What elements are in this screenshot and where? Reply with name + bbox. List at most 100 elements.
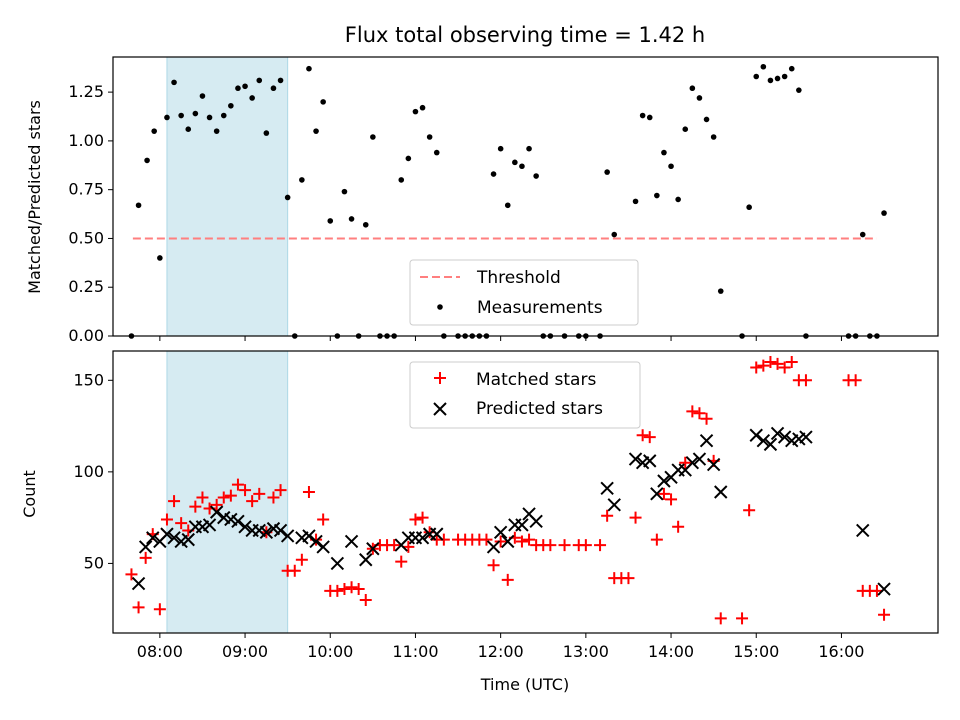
measurement-point xyxy=(192,110,199,117)
measurement-point xyxy=(639,112,646,119)
x-tick-label: 14:00 xyxy=(648,642,694,661)
top-legend: Threshold Measurements xyxy=(409,259,639,326)
matched-point xyxy=(295,553,308,566)
matched-point xyxy=(743,504,756,517)
bottom-shaded-region xyxy=(166,351,288,633)
measurement-point xyxy=(753,73,760,80)
predicted-point xyxy=(877,582,891,596)
matched-point xyxy=(665,493,678,506)
predicted-point xyxy=(344,534,359,549)
matched-point xyxy=(487,559,500,572)
predicted-legend-marker xyxy=(433,402,447,416)
matched-point xyxy=(288,564,301,577)
matched-point xyxy=(480,533,493,546)
matched-point xyxy=(643,431,656,444)
matched-point xyxy=(771,357,784,370)
matched-point xyxy=(686,405,699,418)
measurement-point xyxy=(682,126,689,132)
bottom-legend-box xyxy=(409,361,641,429)
predicted-point xyxy=(685,455,700,470)
threshold-legend-label: Threshold xyxy=(476,268,561,288)
predicted-point xyxy=(650,487,664,501)
measurement-point xyxy=(327,218,334,224)
predicted-point xyxy=(366,542,380,556)
predicted-point xyxy=(486,540,501,554)
predicted-point xyxy=(770,426,785,441)
top-legend-box xyxy=(409,259,639,326)
predicted-point xyxy=(515,518,529,532)
matched-point xyxy=(246,495,259,508)
measurement-point xyxy=(717,288,724,294)
matched-point xyxy=(331,584,344,597)
measurement-point xyxy=(675,196,681,203)
matched-point xyxy=(388,539,401,552)
predicted-point xyxy=(777,430,792,444)
x-tick-label: 08:00 xyxy=(137,642,183,661)
measurement-point xyxy=(256,77,263,84)
measurement-point xyxy=(661,149,667,156)
measurements-legend-marker xyxy=(437,304,443,310)
matched-point xyxy=(494,535,507,548)
matched-point xyxy=(778,361,791,374)
measurement-point xyxy=(533,173,539,179)
predicted-point xyxy=(714,485,728,499)
measurement-point xyxy=(519,163,525,170)
measurement-point xyxy=(299,177,305,183)
predicted-point xyxy=(600,481,614,496)
top-axes-frame xyxy=(112,56,939,337)
x-axis-label: Time (UTC) xyxy=(480,675,569,694)
matched-point xyxy=(501,573,514,586)
measurement-point xyxy=(512,159,518,166)
bottom-y-tick-label: 100 xyxy=(73,462,104,481)
measurement-point xyxy=(228,102,234,109)
measurement-point xyxy=(151,128,157,134)
predicted-point xyxy=(799,430,813,444)
measurement-point xyxy=(497,145,504,152)
measurement-point xyxy=(490,171,497,177)
measurement-point xyxy=(249,95,255,101)
measurement-point xyxy=(263,130,270,136)
matched-point xyxy=(785,355,798,368)
top-y-tick-label: 0.50 xyxy=(68,228,104,247)
x-tick-label: 10:00 xyxy=(307,642,353,661)
matched-point xyxy=(629,511,642,524)
x-tick-label: 15:00 xyxy=(733,642,779,661)
matched-point xyxy=(395,555,408,568)
matched-point xyxy=(168,495,181,508)
predicted-point xyxy=(706,457,721,472)
matched-point xyxy=(416,511,429,524)
matched-point xyxy=(338,583,351,596)
measurement-point xyxy=(412,108,419,115)
matched-point xyxy=(210,498,223,511)
matched-point xyxy=(153,603,166,616)
predicted-point xyxy=(146,531,160,545)
matched-point xyxy=(523,533,536,546)
x-tick-label: 09:00 xyxy=(222,642,268,661)
matched-point xyxy=(160,513,173,526)
matched-point xyxy=(317,513,330,526)
x-tick-label: 12:00 xyxy=(478,642,524,661)
predicted-point xyxy=(763,437,778,452)
measurement-point xyxy=(668,163,674,170)
matched-point xyxy=(267,491,280,504)
matched-point xyxy=(579,539,592,552)
measurement-point xyxy=(881,210,887,216)
predicted-point xyxy=(756,434,771,448)
predicted-point xyxy=(138,540,153,554)
measurement-point xyxy=(796,87,802,93)
measurement-point xyxy=(277,77,284,84)
predicted-point xyxy=(330,556,345,571)
measurement-point xyxy=(689,85,696,92)
measurement-point xyxy=(703,116,710,123)
predicted-point xyxy=(160,527,174,541)
measurement-point xyxy=(235,85,241,92)
matched-point xyxy=(125,568,138,581)
top-panel: 0.00 0.25 0.50 0.75 1.00 1.25 xyxy=(68,56,939,345)
matched-point xyxy=(224,489,237,502)
measurement-point xyxy=(206,114,213,121)
predicted-point xyxy=(415,531,430,545)
predicted-point xyxy=(529,514,543,529)
measurement-point xyxy=(144,157,150,164)
predicted-point xyxy=(628,452,643,466)
measurement-point xyxy=(710,134,717,140)
